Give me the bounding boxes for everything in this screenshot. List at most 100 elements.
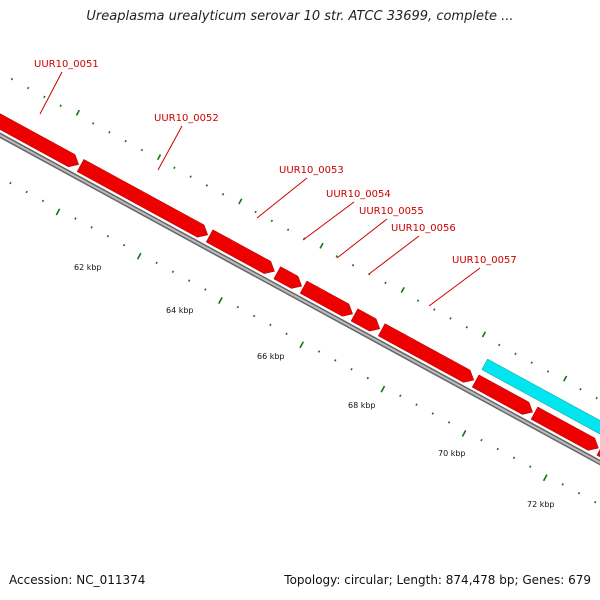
gene-arrow[interactable] [471, 374, 533, 415]
gene-callouts: UUR10_0051 UUR10_0052 UUR10_0053 UUR10_0054… [34, 59, 517, 307]
map-title: Ureaplasma urealyticum serovar 10 str. A… [86, 9, 514, 24]
tick-mark [238, 198, 243, 205]
tick-mark [334, 359, 337, 362]
tick-mark [335, 255, 338, 258]
tick-mark [529, 465, 532, 468]
tick-mark [252, 314, 256, 318]
tick-mark [270, 219, 274, 223]
gene-arrow[interactable] [350, 308, 381, 332]
tick-mark [254, 210, 257, 214]
callout-line [256, 177, 308, 219]
scale-labels: 62 kbp 64 kbp 66 kbp 68 kbp 70 kbp 72 kbp [74, 263, 555, 509]
tick-mark [43, 95, 46, 99]
gene-track[interactable] [0, 107, 600, 489]
scale-label: 64 kbp [166, 306, 194, 315]
scale-label: 68 kbp [348, 401, 376, 410]
accession-text: Accession: NC_011374 [9, 573, 146, 587]
tick-mark [563, 375, 568, 382]
tick-mark [90, 226, 93, 229]
tick-mark [400, 287, 405, 294]
tick-mark [351, 263, 355, 267]
gene-arrow[interactable] [76, 158, 209, 238]
callout-line [368, 235, 420, 275]
tick-mark [173, 166, 176, 169]
gene-arrow[interactable] [377, 323, 475, 383]
tick-mark [480, 438, 483, 442]
tick-mark [433, 308, 436, 311]
callout-line [157, 125, 183, 171]
tick-mark [108, 131, 111, 134]
tick-mark [594, 500, 597, 504]
tick-mark [431, 412, 434, 415]
gene-label[interactable]: UUR10_0052 [154, 113, 219, 124]
tick-mark [10, 77, 14, 81]
scale-label: 62 kbp [74, 263, 102, 272]
tick-mark [447, 421, 451, 424]
gene-arrow[interactable] [596, 443, 600, 489]
gene-arrow[interactable] [205, 229, 275, 274]
tick-mark [156, 154, 162, 161]
tick-mark [91, 122, 95, 125]
tick-mark [546, 370, 550, 373]
gene-label[interactable]: UUR10_0053 [279, 165, 344, 176]
callout-line [39, 71, 63, 115]
tick-mark [319, 242, 324, 249]
tick-mark [498, 343, 501, 347]
gene-label[interactable]: UUR10_0054 [326, 189, 391, 200]
tick-mark [465, 325, 468, 329]
tick-mark [399, 394, 402, 398]
gene-label[interactable]: UUR10_0055 [359, 206, 424, 217]
tick-mark [481, 331, 487, 338]
tick-mark [514, 352, 517, 356]
tick-mark [449, 317, 452, 320]
tick-mark [59, 104, 62, 107]
tick-mark [124, 139, 127, 143]
scale-label: 70 kbp [438, 449, 466, 458]
gene-arrow[interactable] [273, 266, 303, 289]
callout-line [336, 218, 388, 259]
inner-ticks [9, 181, 597, 504]
gene-label[interactable]: UUR10_0056 [391, 223, 456, 234]
tick-mark [41, 199, 45, 203]
tick-mark [25, 190, 28, 194]
tick-mark [461, 429, 467, 437]
tick-mark [286, 228, 290, 232]
tick-mark [74, 217, 77, 220]
tick-mark [269, 323, 272, 327]
tick-mark [579, 387, 582, 391]
tick-mark [384, 281, 387, 285]
backbone-line [0, 134, 600, 464]
tick-mark [542, 474, 548, 482]
tick-mark [415, 403, 418, 406]
tick-mark [299, 341, 305, 349]
gene-arrow[interactable] [530, 406, 599, 451]
tick-mark [496, 447, 499, 451]
tick-mark [221, 193, 225, 196]
tick-mark [106, 235, 110, 238]
tick-mark [350, 367, 353, 371]
tick-mark [595, 396, 598, 400]
tick-mark [171, 270, 175, 273]
genome-summary-text: Topology: circular; Length: 874,478 bp; … [284, 573, 591, 587]
gene-label[interactable]: UUR10_0051 [34, 59, 99, 70]
tick-mark [512, 456, 516, 460]
callout-line [428, 267, 481, 307]
gene-arrow[interactable] [0, 107, 80, 168]
tick-mark [9, 181, 12, 185]
tick-mark [285, 332, 288, 336]
tick-mark [218, 297, 223, 304]
tick-mark [317, 350, 321, 353]
scale-label: 72 kbp [527, 500, 555, 509]
tick-mark [187, 279, 191, 282]
tick-mark [530, 361, 533, 364]
gene-arrow[interactable] [299, 280, 353, 317]
tick-mark [204, 288, 207, 291]
tick-mark [416, 299, 420, 302]
gene-arrow-reverse[interactable] [481, 358, 600, 446]
gene-label[interactable]: UUR10_0057 [452, 255, 517, 266]
genome-backbone [0, 132, 600, 466]
scale-label: 66 kbp [257, 352, 285, 361]
tick-mark [75, 109, 81, 116]
tick-mark [155, 261, 158, 265]
